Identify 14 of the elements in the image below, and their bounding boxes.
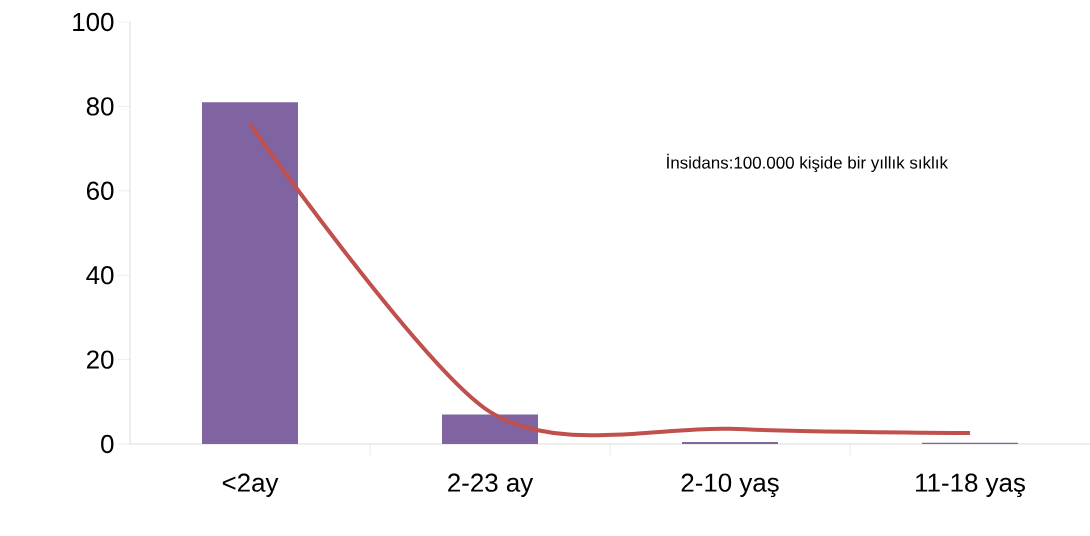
x-tick-label: 11-18 yaş	[916, 473, 1025, 498]
y-tick-label: 80	[86, 97, 114, 116]
y-tick-label: 100	[73, 12, 114, 32]
x-tick-label: 2-10 yaş	[681, 473, 779, 498]
bar	[682, 441, 779, 444]
annotation: İnsidans:100.000 kişide bir yıllık sıklık	[667, 153, 948, 173]
y-tick-label: 0	[101, 434, 114, 454]
y-tick-label: 20	[86, 350, 114, 369]
bar	[442, 414, 538, 444]
bar	[202, 102, 298, 444]
x-tick-label: <2ay	[222, 473, 279, 497]
y-tick-label: 60	[86, 181, 114, 200]
x-tick-label: 2-23 ay	[448, 473, 534, 497]
y-tick-label: 40	[86, 266, 114, 285]
